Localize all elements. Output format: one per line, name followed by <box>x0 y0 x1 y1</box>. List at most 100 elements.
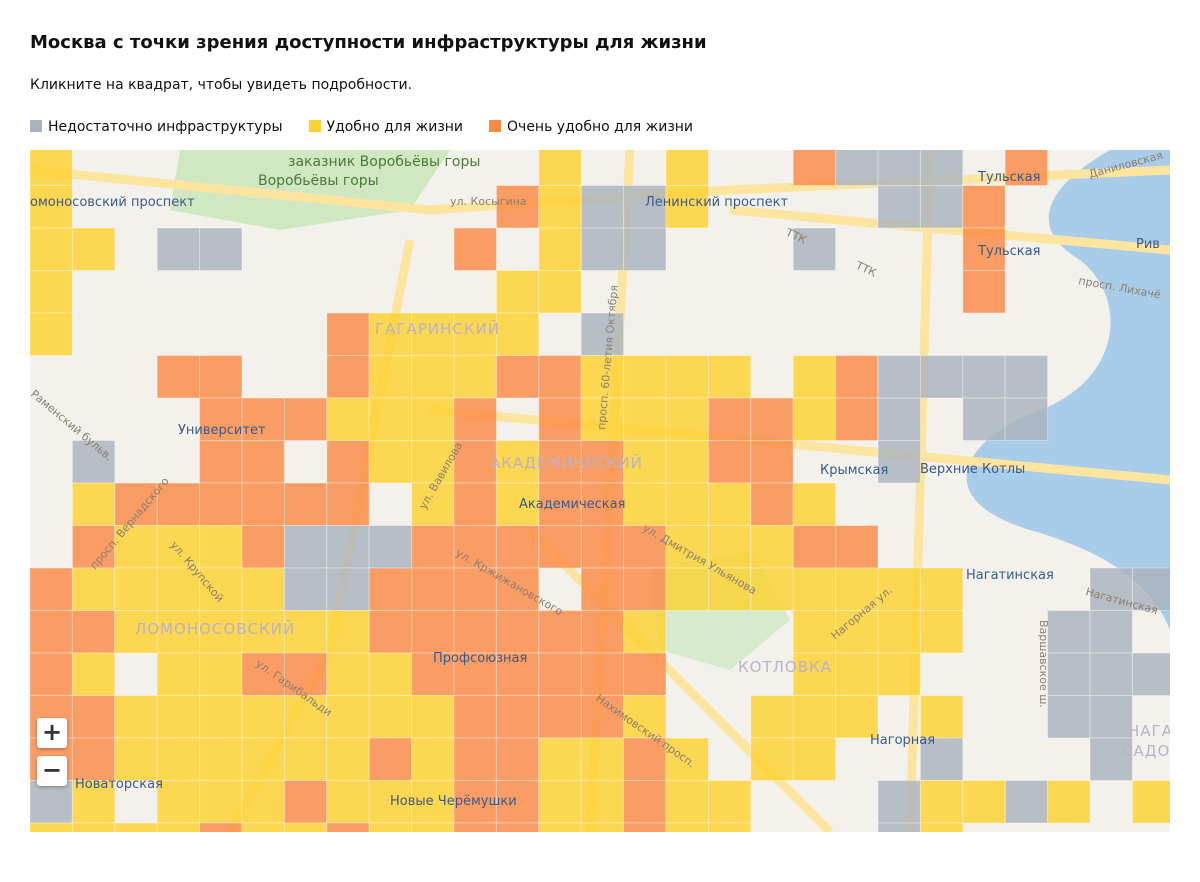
grid-cell[interactable] <box>919 150 964 186</box>
grid-cell[interactable] <box>199 780 243 824</box>
grid-cell[interactable] <box>665 525 709 569</box>
grid-cell[interactable] <box>411 397 455 441</box>
grid-cell[interactable] <box>199 227 243 271</box>
grid-cell[interactable] <box>453 695 497 739</box>
grid-cell[interactable] <box>919 185 964 229</box>
grid-cell[interactable] <box>326 397 370 441</box>
map[interactable]: ГАГАРИНСКИЙ АКАДЕМИЧЕСКИЙ ЛОМОНОСОВСКИЙ … <box>30 150 1170 832</box>
grid-cell[interactable] <box>326 780 370 824</box>
grid-cell[interactable] <box>368 695 413 739</box>
grid-cell[interactable] <box>792 695 837 739</box>
grid-cell[interactable] <box>623 355 667 399</box>
grid-cell[interactable] <box>241 652 285 696</box>
grid-cell[interactable] <box>411 440 455 484</box>
grid-cell[interactable] <box>1047 652 1091 696</box>
grid-cell[interactable] <box>30 270 73 314</box>
grid-cell[interactable] <box>156 227 201 271</box>
grid-cell[interactable] <box>538 695 582 739</box>
grid-cell[interactable] <box>495 822 540 832</box>
grid-cell[interactable] <box>623 185 667 229</box>
grid-cell[interactable] <box>623 440 667 484</box>
grid-cell[interactable] <box>156 355 201 399</box>
grid-cell[interactable] <box>623 525 667 569</box>
grid-cell[interactable] <box>623 227 667 271</box>
grid-cell[interactable] <box>241 737 285 781</box>
zoom-out[interactable]: − <box>37 756 67 786</box>
grid-cell[interactable] <box>835 355 879 399</box>
grid-cell[interactable] <box>538 227 582 271</box>
grid-cell[interactable] <box>623 737 667 781</box>
grid-cell[interactable] <box>877 567 921 611</box>
grid-cell[interactable] <box>199 482 243 526</box>
grid-cell[interactable] <box>665 150 709 186</box>
grid-cell[interactable] <box>411 737 455 781</box>
grid-cell[interactable] <box>495 525 540 569</box>
grid-cell[interactable] <box>283 397 328 441</box>
grid-cell[interactable] <box>368 397 413 441</box>
grid-cell[interactable] <box>326 737 370 781</box>
grid-cell[interactable] <box>199 652 243 696</box>
grid-cell[interactable] <box>156 695 201 739</box>
grid-cell[interactable] <box>707 525 752 569</box>
grid-cell[interactable] <box>30 567 73 611</box>
grid-cell[interactable] <box>114 695 158 739</box>
grid-cell[interactable] <box>835 610 879 654</box>
grid-cell[interactable] <box>665 567 709 611</box>
grid-cell[interactable] <box>750 440 794 484</box>
grid-cell[interactable] <box>750 567 794 611</box>
grid-cell[interactable] <box>326 355 370 399</box>
grid-cell[interactable] <box>495 270 540 314</box>
grid-cell[interactable] <box>326 440 370 484</box>
grid-cell[interactable] <box>241 482 285 526</box>
grid-cell[interactable] <box>707 822 752 832</box>
grid-cell[interactable] <box>919 822 964 832</box>
grid-cell[interactable] <box>71 567 116 611</box>
grid-cell[interactable] <box>623 567 667 611</box>
grid-cell[interactable] <box>495 567 540 611</box>
grid-cell[interactable] <box>750 525 794 569</box>
grid-cell[interactable] <box>368 610 413 654</box>
grid-cell[interactable] <box>580 482 625 526</box>
grid-cell[interactable] <box>156 652 201 696</box>
grid-cell[interactable] <box>1047 780 1091 824</box>
grid-cell[interactable] <box>326 525 370 569</box>
grid-cell[interactable] <box>962 397 1006 441</box>
grid-cell[interactable] <box>538 150 582 186</box>
grid-cell[interactable] <box>665 397 709 441</box>
grid-cell[interactable] <box>962 270 1006 314</box>
grid-cell[interactable] <box>411 822 455 832</box>
grid-cell[interactable] <box>792 355 837 399</box>
grid-cell[interactable] <box>835 695 879 739</box>
grid-cell[interactable] <box>495 695 540 739</box>
grid-cell[interactable] <box>750 482 794 526</box>
grid-cell[interactable] <box>580 610 625 654</box>
grid-cell[interactable] <box>919 567 964 611</box>
grid-cell[interactable] <box>962 185 1006 229</box>
grid-cell[interactable] <box>835 525 879 569</box>
grid-cell[interactable] <box>792 150 837 186</box>
grid-cell[interactable] <box>792 482 837 526</box>
grid-cell[interactable] <box>241 822 285 832</box>
grid-cell[interactable] <box>30 822 73 832</box>
grid-cell[interactable] <box>156 567 201 611</box>
grid-cell[interactable] <box>580 185 625 229</box>
grid-cell[interactable] <box>199 525 243 569</box>
grid-cell[interactable] <box>707 440 752 484</box>
grid-cell[interactable] <box>114 610 158 654</box>
grid-cell[interactable] <box>1089 695 1133 739</box>
grid-cell[interactable] <box>71 652 116 696</box>
grid-cell[interactable] <box>580 397 625 441</box>
grid-cell[interactable] <box>411 610 455 654</box>
grid-cell[interactable] <box>580 822 625 832</box>
grid-cell[interactable] <box>877 355 921 399</box>
grid-cell[interactable] <box>538 780 582 824</box>
grid-cell[interactable] <box>835 150 879 186</box>
grid-cell[interactable] <box>1047 610 1091 654</box>
grid-cell[interactable] <box>623 652 667 696</box>
grid-cell[interactable] <box>877 610 921 654</box>
grid-cell[interactable] <box>30 780 73 824</box>
grid-cell[interactable] <box>707 780 752 824</box>
grid-cell[interactable] <box>1004 780 1049 824</box>
grid-cell[interactable] <box>665 482 709 526</box>
grid-cell[interactable] <box>1089 652 1133 696</box>
